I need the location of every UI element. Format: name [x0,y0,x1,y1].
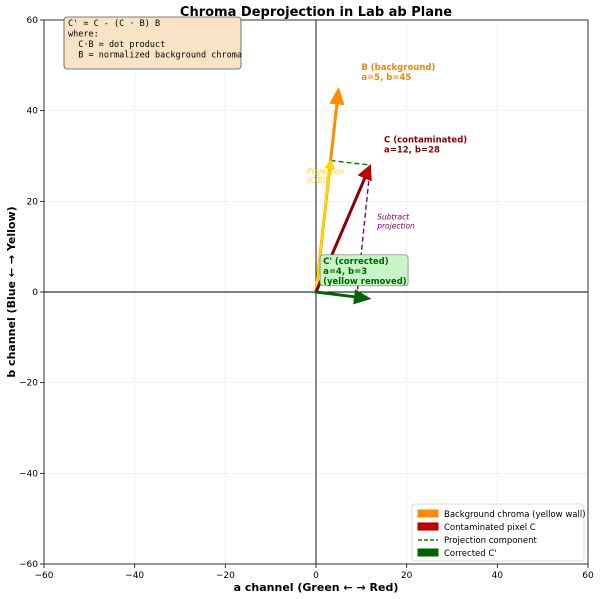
vector-projection [314,159,336,294]
label-corrected-box [319,254,409,287]
label-corrected-line: (yellow removed) [323,277,407,287]
label-projection-line: (C·B)B [307,176,331,185]
x-tick-label: 0 [313,571,319,581]
vector-projection-shaft [314,167,331,294]
grid [40,19,589,568]
label-background-line: B (background) [361,63,435,73]
y-tick-label: −40 [19,469,38,479]
label-subtract-projection-line: Subtract [377,212,410,221]
y-tick-label: −20 [19,379,38,389]
legend-entry: Contaminated pixel C [444,523,536,533]
x-tick-label: −20 [216,571,235,581]
vector-corrected-shaft [314,290,357,299]
dashed-subtract-projection [356,164,372,297]
y-tick-label: 0 [32,288,38,298]
formula-box-frame [63,16,242,70]
y-tick-label: −60 [19,560,38,570]
vector-corrected-head [353,289,372,305]
legend: Background chroma (yellow wall) Contamina… [411,503,586,562]
x-tick-label: −60 [35,571,54,581]
x-tick-label: −40 [125,571,144,581]
formula-line: C' = C - (C · B) B [68,19,160,29]
label-subtract-projection: Subtract projection [376,212,415,230]
label-subtract-projection-line: projection [376,221,415,230]
vector-contaminated-head [357,164,372,182]
label-contaminated-line: a=12, b=28 [384,145,440,155]
x-tick-label: 20 [401,571,413,581]
formula-line: C·B = dot product [68,40,165,50]
vector-projection-head [323,159,336,170]
y-tick-label: 20 [27,197,39,207]
plot-frame [43,19,589,565]
legend-frame [411,503,585,562]
x-tick-label: 60 [582,571,594,581]
y-axis-label: b channel (Blue ← → Yellow) [5,206,18,377]
label-projection-line: Projection [307,167,345,176]
legend-entry: Background chroma (yellow wall) [444,510,586,520]
label-background: B (background) a=5, b=45 [361,63,435,83]
label-contaminated-line: C (contaminated) [384,135,467,145]
formula-line: where: [68,30,99,40]
legend-swatch [417,509,439,518]
label-corrected-line: a=4, b=3 [323,267,367,277]
legend-swatch [417,548,439,557]
vector-background-head [329,87,345,106]
legend-swatch [417,522,439,531]
vector-corrected [314,289,372,305]
label-background-line: a=5, b=45 [361,73,411,83]
label-corrected-line: C' (corrected) [323,257,389,267]
dashed-projection-component [330,159,371,166]
formula-line: B = normalized background chroma [68,51,242,61]
x-axis-label: a channel (Green ← → Red) [234,581,399,594]
x-tick-label: 40 [492,571,504,581]
label-projection: Projection (C·B)B [307,167,345,185]
chart-annotations: −60 −40 −20 0 20 40 60 −60 −40 −20 0 20 40 60 B (backg… [19,16,594,581]
chart-title: Chroma Deprojection in Lab ab Plane [180,5,452,20]
legend-entry: Corrected C' [444,549,497,559]
y-tick-label: 60 [27,16,39,26]
label-contaminated: C (contaminated) a=12, b=28 [384,135,467,155]
y-tick-label: 40 [27,107,39,117]
label-corrected: C' (corrected) a=4, b=3 (yellow removed) [323,257,407,287]
legend-entry: Projection component [444,536,537,546]
